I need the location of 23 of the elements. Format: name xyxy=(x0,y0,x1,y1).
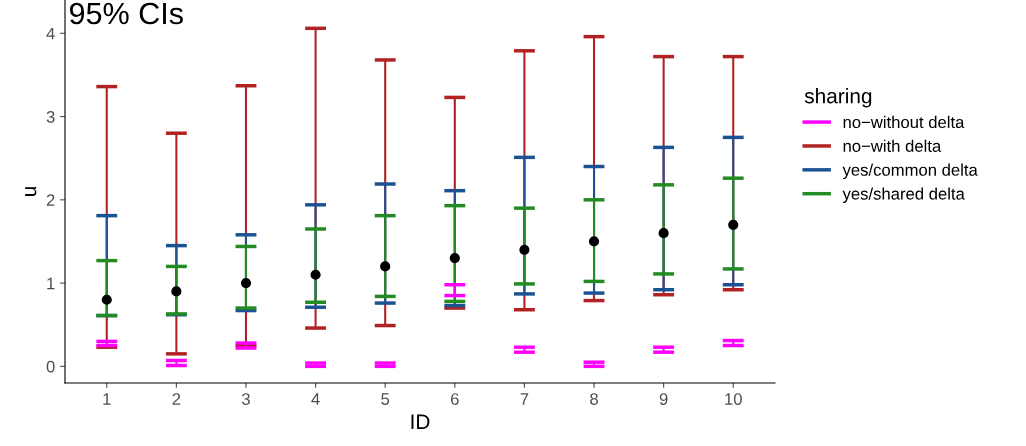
legend-label: no−with delta xyxy=(843,139,942,152)
y-tick-label: 0 xyxy=(46,360,55,373)
x-tick-label: 9 xyxy=(659,393,668,405)
legend-label: no−without delta xyxy=(843,115,965,129)
y-tick-label: 1 xyxy=(47,277,55,290)
x-tick-label: 6 xyxy=(451,393,459,405)
x-tick-label: 1 xyxy=(103,393,111,405)
chart-title: 95% CIs xyxy=(69,2,183,25)
x-tick-label: 3 xyxy=(241,393,250,405)
y-axis-title: u xyxy=(25,187,37,196)
x-tick-label: 4 xyxy=(311,393,320,405)
y-tick-label: 4 xyxy=(46,27,55,40)
legend-label: yes/common delta xyxy=(842,163,978,180)
x-tick-label: 10 xyxy=(725,393,742,405)
x-tick-label: 8 xyxy=(590,393,598,405)
x-tick-label: 2 xyxy=(172,393,181,405)
y-tick-label: 3 xyxy=(46,110,55,123)
legend-title: sharing xyxy=(804,88,872,108)
legend-label: yes/shared delta xyxy=(842,187,965,203)
y-tick-label: 2 xyxy=(46,194,55,206)
x-tick-label: 5 xyxy=(381,393,390,405)
x-axis-title: ID xyxy=(411,414,430,429)
x-tick-label: 7 xyxy=(520,393,529,405)
